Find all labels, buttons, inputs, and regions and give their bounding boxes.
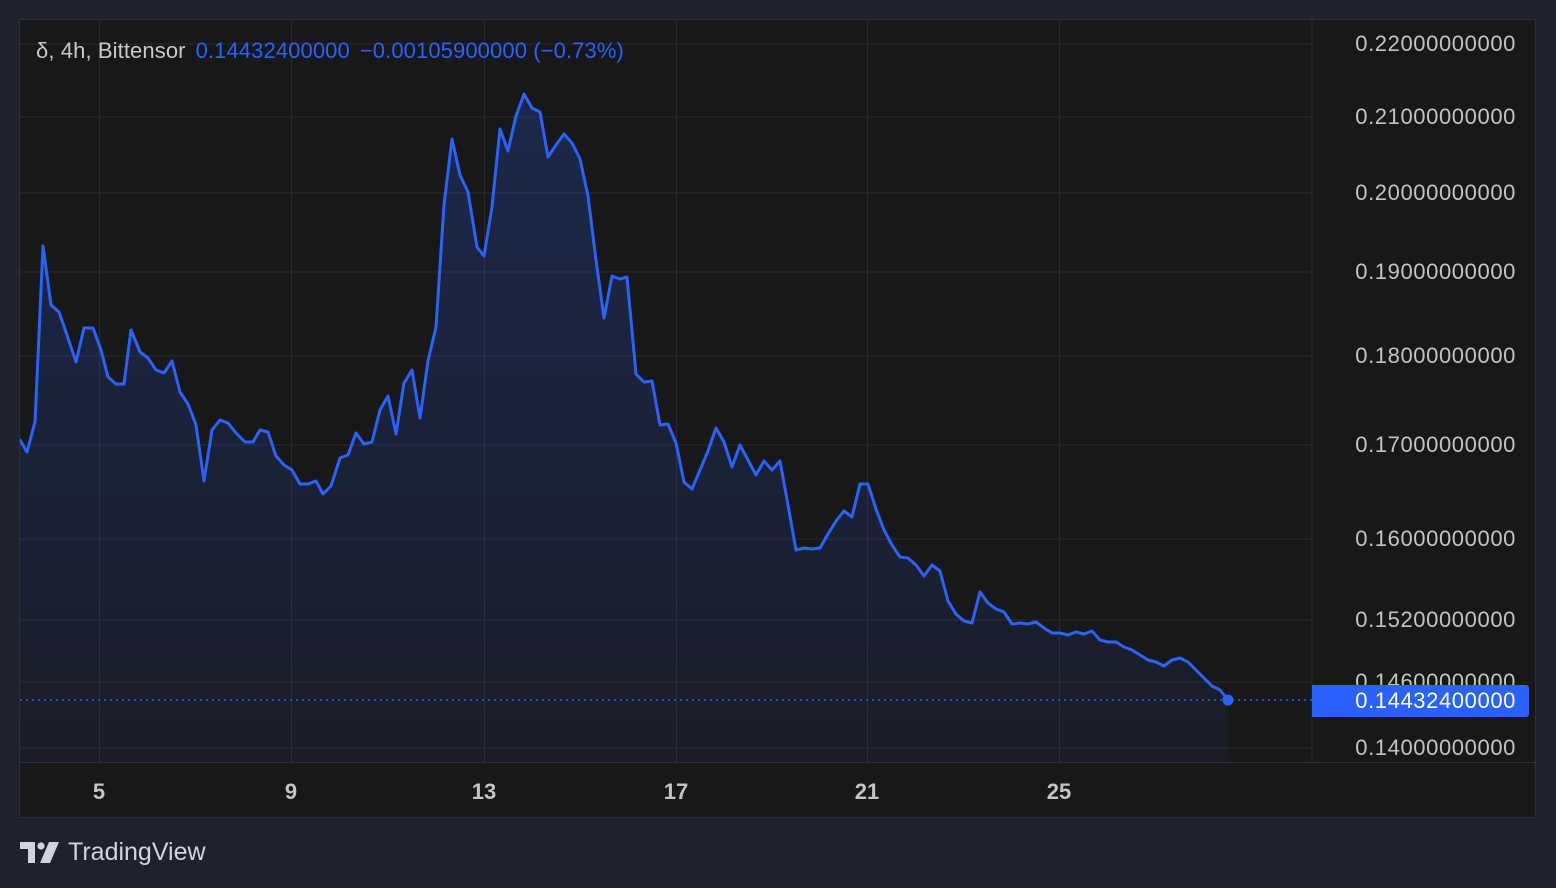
chart-legend: δ, 4h, Bittensor 0.14432400000 −0.00105900… bbox=[36, 38, 624, 64]
price-tick-label: 0.14000000000 bbox=[1355, 735, 1516, 760]
price-area-fill bbox=[20, 94, 1228, 762]
price-tick-label: 0.19000000000 bbox=[1355, 259, 1516, 284]
last-price-value: 0.14432400000 bbox=[195, 38, 350, 63]
time-tick-label: 9 bbox=[284, 779, 298, 804]
symbol-label[interactable]: δ, 4h, Bittensor bbox=[36, 38, 186, 63]
price-tick-label: 0.17000000000 bbox=[1355, 432, 1516, 457]
price-tick-label: 0.20000000000 bbox=[1355, 180, 1516, 205]
price-line[interactable] bbox=[20, 92, 1230, 702]
tradingview-brand[interactable]: TradingView bbox=[20, 838, 206, 867]
time-tick-label: 21 bbox=[854, 779, 880, 804]
price-tick-label: 0.16000000000 bbox=[1355, 526, 1516, 551]
time-tick-label: 5 bbox=[92, 779, 106, 804]
last-price-marker bbox=[1222, 694, 1234, 706]
price-tick-label: 0.15200000000 bbox=[1355, 607, 1516, 632]
time-tick-label: 17 bbox=[663, 779, 689, 804]
price-tick-label: 0.22000000000 bbox=[1355, 31, 1516, 56]
price-tick-label: 0.18000000000 bbox=[1355, 343, 1516, 368]
tradingview-logo-icon bbox=[20, 841, 59, 863]
price-tick-label: 0.21000000000 bbox=[1355, 104, 1516, 129]
price-change-value: −0.00105900000 (−0.73%) bbox=[359, 38, 624, 63]
time-tick-label: 25 bbox=[1046, 779, 1072, 804]
last-price-tag: 0.14432400000 bbox=[1312, 685, 1529, 717]
brand-name: TradingView bbox=[68, 838, 206, 866]
time-tick-label: 13 bbox=[471, 779, 497, 804]
